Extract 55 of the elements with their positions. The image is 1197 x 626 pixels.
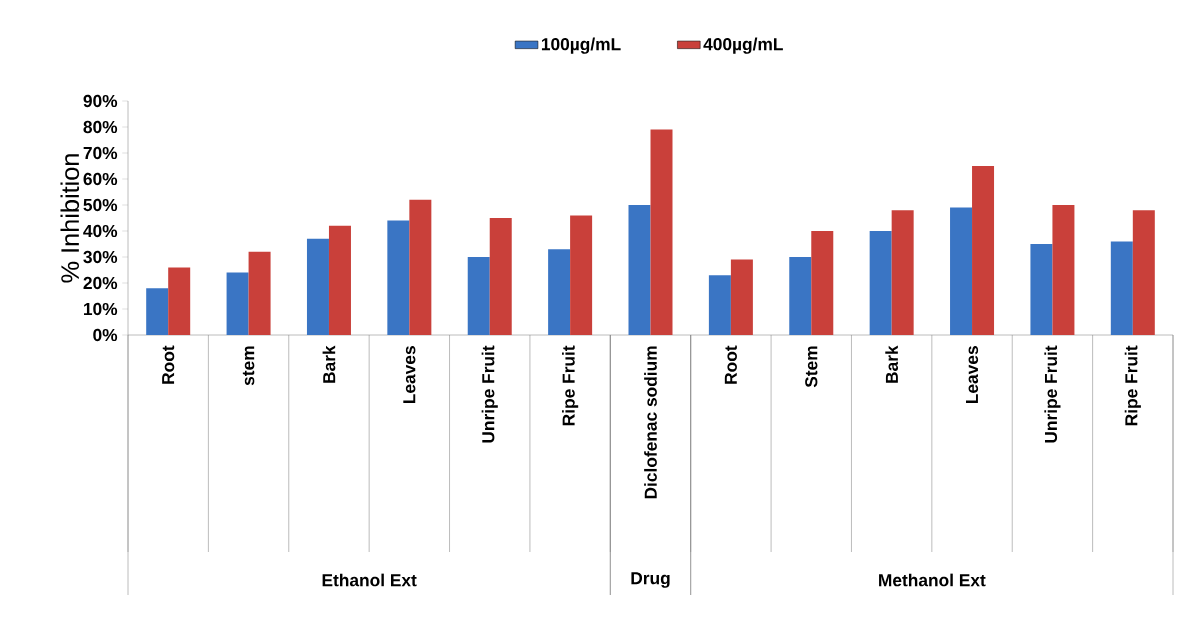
x-tick-label: stem [242,346,255,386]
bar [650,129,673,335]
y-tick-label: 70% [83,146,118,160]
bar [972,166,995,335]
bar [387,220,410,335]
bar [548,249,571,335]
x-tick-label: Root [162,345,175,384]
bar [1052,205,1075,335]
bar [730,259,753,335]
bar [869,231,892,335]
bar [789,257,812,335]
x-tick-label: Ripe Fruit [562,345,579,426]
bar [1132,210,1155,335]
y-axis-title: % Inhibition [60,154,80,283]
text: Methanol Ext [879,573,986,587]
y-tick-label: 80% [83,120,118,134]
bar [146,288,169,335]
bar [409,199,432,335]
bar [306,238,329,335]
x-tick-label: Unripe Fruit [481,345,498,443]
y-tick-label: 40% [83,224,118,238]
x-tick-label: Root [724,345,737,384]
bar [1030,244,1053,335]
bar [628,205,651,335]
x-tick-label: Bark [885,345,899,383]
legend-label: 400µg/mL [703,37,783,54]
bar [467,257,490,335]
bar [811,231,834,335]
x-tick-label: Ripe Fruit [1124,345,1141,426]
x-tick-label: Diclofenac sodium [644,346,657,499]
y-tick-label: 20% [83,276,118,290]
bar [328,225,351,335]
x-tick-label: Stem [805,346,818,388]
bar [950,207,973,335]
bar [708,275,731,335]
x-tick-label: Unripe Fruit [1044,345,1061,443]
x-tick-label: Leaves [403,346,416,404]
y-tick-label: 0% [93,328,118,342]
bar [168,267,191,335]
bar [489,218,512,335]
text: Drug [631,572,670,588]
y-tick-label: 10% [84,302,118,316]
bar [891,210,914,335]
x-tick-label: Leaves [966,346,979,404]
text: Ethanol Ext [322,573,417,587]
y-tick-label: 30% [83,250,118,264]
y-tick-label: 50% [83,198,118,212]
bar [226,272,249,335]
x-tick-label: Bark [322,345,336,383]
y-tick-label: 60% [83,172,118,186]
bar [1110,241,1133,335]
bar [570,215,593,335]
bar [248,251,271,335]
legend-label: 100µg/mL [541,37,621,54]
y-tick-label: 90% [83,94,118,108]
